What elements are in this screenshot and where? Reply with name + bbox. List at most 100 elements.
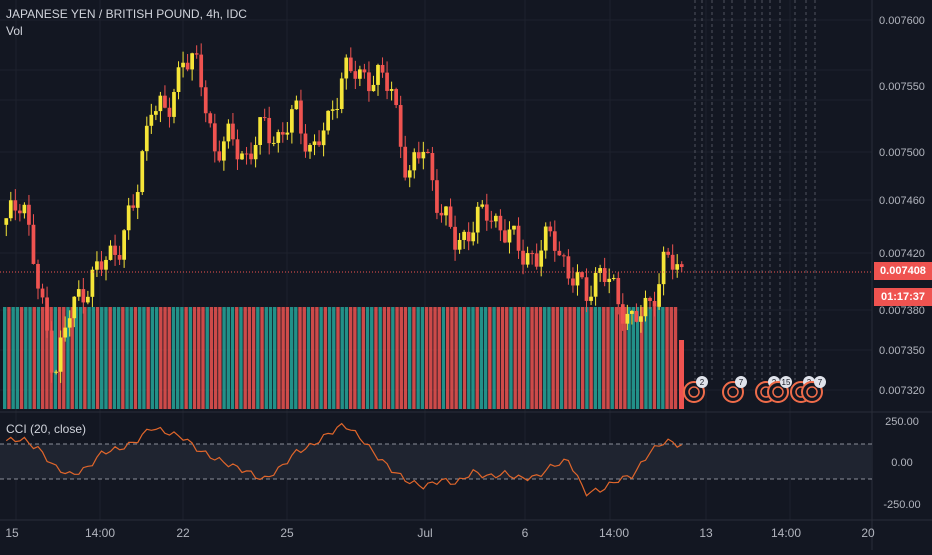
volume-bar — [226, 307, 231, 409]
volume-bar — [656, 307, 661, 409]
candle-body — [99, 261, 104, 270]
candle-body — [81, 289, 86, 303]
candle-body — [584, 277, 589, 301]
volume-bar — [7, 307, 11, 409]
earnings-icon[interactable]: 2 — [683, 376, 708, 403]
volume-bar — [479, 307, 484, 409]
candle-body — [303, 133, 308, 152]
volume-bar — [340, 307, 344, 409]
volume-bar — [332, 307, 336, 409]
candle-body — [416, 152, 421, 159]
candle-body — [222, 141, 226, 161]
cci-line — [5, 422, 683, 497]
volume-bar — [399, 307, 403, 409]
candle-body — [308, 144, 312, 152]
candle-body — [371, 84, 376, 92]
economic-event-icon[interactable]: 7 — [801, 376, 826, 403]
candle-body — [670, 254, 675, 270]
candle-body — [31, 224, 36, 264]
cci-label[interactable]: CCI (20, close) — [6, 422, 87, 436]
volume-bar — [602, 307, 606, 409]
volume-bar — [197, 307, 201, 409]
volume-bar — [163, 307, 167, 409]
candle-body — [290, 109, 294, 133]
candle-body — [271, 142, 276, 144]
candle-body — [552, 231, 557, 251]
candle-body — [113, 245, 117, 255]
volume-bar — [467, 307, 471, 409]
candle-body — [475, 206, 480, 233]
volume-bar — [298, 307, 302, 409]
candle-body — [593, 272, 598, 297]
candle-body — [235, 139, 240, 160]
candle-body — [108, 245, 113, 260]
volume-bar — [513, 307, 517, 409]
candle-body — [503, 230, 507, 243]
volume-bar — [95, 307, 100, 409]
candle-body — [394, 89, 398, 106]
event-count: 7 — [818, 378, 823, 387]
volume-bar — [378, 307, 382, 409]
event-count: 7 — [739, 378, 744, 387]
time-axis[interactable]: 15 14:00 22 25 Jul 6 14:00 13 14:00 20 — [5, 526, 875, 540]
earnings-icon[interactable]: 7 — [722, 376, 747, 403]
volume-bar — [19, 307, 24, 409]
volume-bar — [551, 307, 555, 409]
volume-bar — [412, 307, 416, 409]
volume-label[interactable]: Vol — [6, 24, 23, 38]
volume-bar — [420, 307, 425, 409]
volume-bar — [319, 307, 323, 409]
volume-bar — [281, 307, 285, 409]
candle-body — [516, 225, 521, 251]
volume-bar — [264, 307, 268, 409]
candle-body — [589, 296, 593, 301]
candle-body — [208, 113, 213, 124]
candle-body — [249, 153, 253, 160]
time-tick-label: 14:00 — [599, 526, 629, 540]
cci-tick-label: 250.00 — [885, 416, 919, 428]
candle-body — [312, 141, 317, 145]
volume-bar — [661, 307, 665, 409]
candle-body — [611, 277, 616, 279]
candle-body — [67, 318, 72, 328]
volume-bar — [492, 307, 496, 409]
volume-bar — [344, 307, 349, 409]
volume-bar — [133, 307, 138, 409]
candle-body — [666, 251, 670, 255]
volume-bar — [568, 307, 572, 409]
event-markers[interactable]: 2721537 — [683, 376, 826, 403]
candle-body — [426, 151, 430, 154]
time-tick-label: 25 — [280, 526, 294, 540]
candle-body — [22, 204, 27, 214]
candle-body — [339, 78, 344, 109]
economic-event-icon[interactable]: 15 — [767, 376, 792, 403]
volume-bar — [180, 307, 184, 409]
candle-body — [453, 226, 457, 250]
candle-body — [435, 180, 439, 213]
time-tick-label: 14:00 — [85, 526, 115, 540]
volume-bar — [230, 307, 235, 409]
volume-bar — [403, 307, 408, 409]
price-tick-label: 0.007460 — [879, 195, 925, 207]
volume-bar — [277, 307, 281, 409]
symbol-title[interactable]: JAPANESE YEN / BRITISH POUND, 4h, IDC — [6, 7, 247, 21]
time-tick-label: Jul — [417, 526, 432, 540]
volume-bar — [618, 307, 623, 409]
candle-body — [104, 259, 108, 270]
candle-body — [498, 215, 503, 231]
candle-body — [407, 170, 412, 178]
candle-body — [126, 205, 131, 231]
volume-bar — [509, 307, 513, 409]
price-axis[interactable]: 0.007600 0.007550 0.007500 0.007460 0.007420… — [879, 15, 925, 511]
price-tick-label: 0.007380 — [879, 305, 925, 317]
candle-body — [348, 57, 353, 72]
volume-bar — [222, 307, 226, 409]
candle-body — [543, 226, 548, 251]
volume-bar — [483, 307, 488, 409]
volume-bar — [488, 307, 492, 409]
candle-body — [494, 215, 498, 222]
candle-body — [194, 53, 199, 55]
